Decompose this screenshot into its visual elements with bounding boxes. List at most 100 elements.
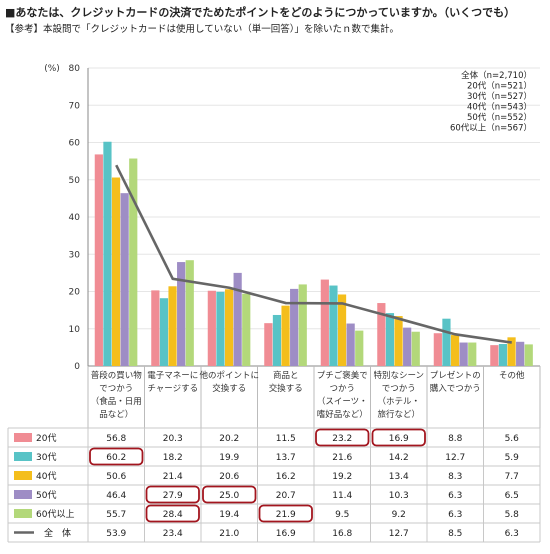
bar	[129, 158, 138, 366]
table-cell: 19.4	[219, 510, 239, 520]
category-label: （スイーツ・	[317, 396, 368, 407]
table-cell: 21.9	[276, 510, 296, 520]
bar	[346, 323, 355, 366]
category-label: 特別なシーン	[373, 370, 424, 381]
table-cell: 28.4	[163, 510, 183, 520]
bar	[320, 279, 329, 366]
category-label: 電子マネーに	[147, 371, 198, 381]
highlight-box	[89, 447, 144, 466]
table-cell: 23.4	[163, 529, 183, 539]
table-cell: 21.4	[163, 472, 183, 482]
bar	[459, 342, 468, 366]
bar	[516, 341, 525, 366]
table-cell: 20.6	[219, 472, 239, 482]
bar	[468, 342, 477, 366]
bar	[242, 293, 251, 366]
category-label: プチご褒美で	[317, 370, 368, 381]
bar	[411, 331, 420, 366]
bar	[329, 285, 338, 366]
legend-swatch	[14, 490, 32, 499]
table-cell: 14.2	[389, 453, 409, 463]
bar	[120, 193, 129, 366]
bar	[224, 289, 234, 366]
category-label: 商品と	[273, 370, 299, 381]
y-tick-label: 10	[69, 325, 81, 335]
table-cell: 8.8	[448, 434, 463, 444]
bar	[507, 337, 516, 366]
table-cell: 50.6	[106, 472, 126, 482]
bar	[394, 316, 403, 366]
category-label: （食品・日用	[91, 396, 142, 407]
bar	[272, 314, 282, 366]
table-cell: 46.4	[106, 491, 126, 501]
category-label: （ホテル・	[377, 396, 420, 407]
table-cell: 19.2	[332, 472, 352, 482]
bar	[168, 286, 177, 366]
table-cell: 25.0	[219, 491, 239, 501]
highlight-box	[202, 485, 257, 504]
bar	[403, 327, 412, 366]
page-title: ■あなたは、クレジットカードの決済でためたポイントをどのようにつかっていますか。…	[5, 6, 516, 19]
category-label: 交換する	[212, 383, 246, 394]
category-label: 旅行など）	[377, 409, 420, 420]
total-line	[115, 164, 512, 344]
legend-n-entry: 50代（n=552）	[467, 112, 532, 123]
table-cell: 11.4	[332, 491, 352, 501]
table-cell: 53.9	[106, 529, 126, 539]
table-cell: 8.5	[448, 529, 462, 539]
y-tick-label: 60	[69, 139, 81, 149]
table-cell: 11.5	[276, 434, 296, 444]
category-label: 他のポイントに	[199, 370, 259, 381]
legend-swatch	[14, 509, 32, 518]
legend-n-entry: 全体（n=2,710）	[461, 70, 532, 81]
table-cell: 56.8	[106, 434, 126, 444]
table-cell: 6.5	[505, 491, 519, 501]
table-cell: 19.9	[219, 453, 239, 463]
table-cell: 21.6	[332, 453, 352, 463]
category-label: プレゼントの	[430, 370, 481, 381]
table-cell: 20.3	[163, 434, 183, 444]
highlight-box	[371, 428, 426, 447]
table-cell: 7.7	[505, 472, 519, 482]
table-cell: 60.2	[106, 453, 126, 463]
table-cell: 16.8	[332, 529, 352, 539]
table-cell: 9.2	[392, 510, 406, 520]
bar	[442, 318, 451, 366]
table-cell: 6.3	[448, 491, 462, 501]
table-cell: 5.8	[505, 510, 520, 520]
table-cell: 55.7	[106, 510, 126, 520]
y-tick-label: 70	[69, 101, 81, 111]
table-row-label: 全 体	[44, 527, 71, 539]
table-cell: 10.3	[389, 491, 409, 501]
page-subtitle: 【参考】本設問で「クレジットカードは使用していない（単一回答）」を除いたｎ数で集…	[5, 24, 399, 35]
bar	[290, 288, 299, 366]
category-label: 嗜好品など）	[317, 409, 368, 420]
category-label: でつかう	[382, 384, 416, 394]
bar	[159, 298, 169, 366]
bar	[281, 305, 290, 366]
legend-n-entry: 40代（n=543）	[467, 102, 532, 113]
highlight-box	[145, 485, 200, 504]
bar	[185, 260, 194, 366]
legend-n-entry: 20代（n=521）	[467, 81, 532, 92]
y-tick-label: 80	[69, 64, 81, 74]
bar	[377, 303, 386, 366]
table-cell: 18.2	[163, 453, 183, 463]
category-label: でつかう	[99, 384, 133, 394]
legend-swatch	[14, 433, 32, 442]
legend-n-entry: 30代（n=527）	[467, 91, 532, 102]
bar	[385, 313, 395, 366]
table-cell: 6.3	[505, 529, 519, 539]
table-cell: 9.5	[335, 510, 349, 520]
table-cell: 12.7	[389, 529, 409, 539]
category-label: 購入でつかう	[430, 383, 481, 394]
bar	[94, 154, 103, 366]
table-cell: 13.7	[276, 453, 296, 463]
category-label: 普段の買い物	[91, 370, 143, 381]
table-cell: 21.0	[219, 529, 239, 539]
y-axis-unit: (%)	[44, 64, 60, 74]
bar	[177, 262, 186, 366]
bar	[233, 272, 242, 367]
highlight-box	[258, 504, 313, 523]
